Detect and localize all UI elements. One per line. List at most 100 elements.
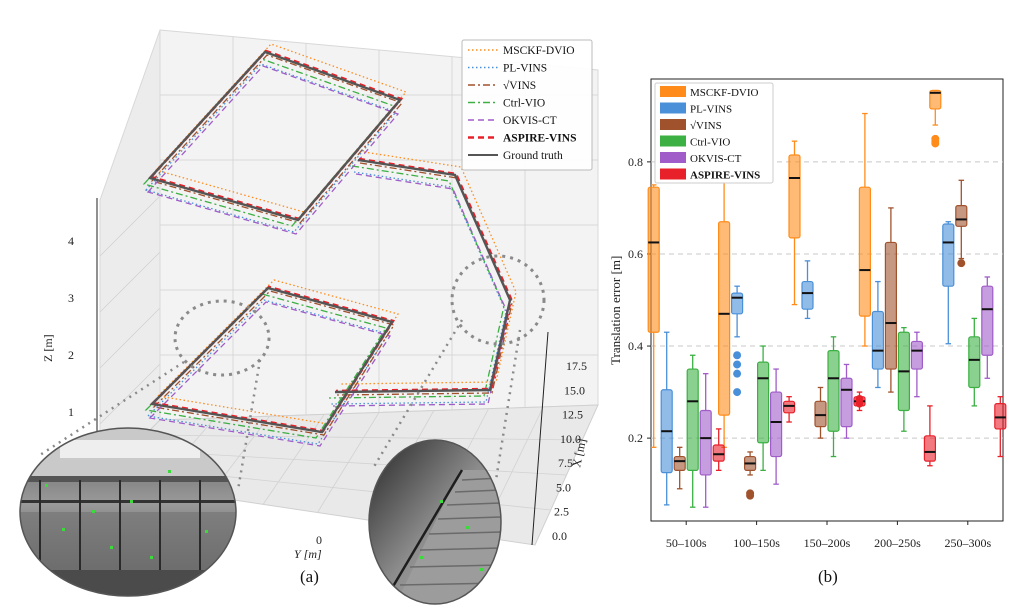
svg-text:Ctrl-VIO: Ctrl-VIO <box>690 137 730 149</box>
box-vins-0 <box>673 446 686 490</box>
svg-text:OKVIS-CT: OKVIS-CT <box>503 115 557 127</box>
y-axis-label: Y [m] <box>294 547 322 561</box>
grid-lines <box>99 36 598 538</box>
y-axis-tick-0: 0 <box>316 533 322 547</box>
callout-line-left-2 <box>236 359 262 491</box>
box-pl-vins-2 <box>801 260 814 320</box>
box-pl-vins-1 <box>730 285 744 397</box>
x-axis-line <box>531 331 549 546</box>
box-msckf-dvio-0 <box>647 184 660 448</box>
caption-a: (a) <box>300 567 319 586</box>
svg-text:PL-VINS: PL-VINS <box>503 63 547 75</box>
highlight-circle-right <box>450 254 546 346</box>
z-axis-label: Z [m] <box>41 334 55 362</box>
box-ctrl-vio-2 <box>827 336 840 458</box>
x-tick-15-0: 15.0 <box>564 383 585 397</box>
box-okvis-ct-4 <box>981 276 994 379</box>
box-vins-1 <box>743 451 757 500</box>
x-tick-50-100s: 50–100s <box>666 536 707 550</box>
x-tick-250-300s: 250–300s <box>944 536 991 550</box>
box-pl-vins-4 <box>942 221 955 345</box>
svg-text:PL-VINS: PL-VINS <box>690 104 732 116</box>
callout-line-left-1 <box>39 360 185 457</box>
trajectory-ground-truth <box>147 50 512 434</box>
svg-text:MSCKF-DVIO: MSCKF-DVIO <box>690 87 759 99</box>
box-ctrl-vio-1 <box>756 345 770 472</box>
box-okvis-ct-3 <box>910 331 924 398</box>
boxplot-x-ticks: 50–100s 100–150s 150–200s 200–250s 250–300s <box>666 521 991 550</box>
x-tick-2-5: 2.5 <box>554 505 569 519</box>
trajectory-vins <box>150 54 513 436</box>
box-vins-4 <box>955 179 968 268</box>
x-tick-5-0: 5.0 <box>556 480 571 494</box>
x-axis-label: X [m] <box>569 437 589 468</box>
box-aspire-vins-2 <box>853 391 866 412</box>
trajectory-msckf-dvio <box>154 43 517 425</box>
z-axis-ticks: 1 2 3 4 <box>68 234 74 419</box>
box-legend-entry-msckf-dvio: MSCKF-DVIO <box>660 86 759 99</box>
svg-text:√VINS: √VINS <box>690 120 722 132</box>
box-legend-entry-ctrl-vio: Ctrl-VIO <box>660 135 730 149</box>
z-tick-4: 4 <box>68 234 74 248</box>
svg-text:MSCKF-DVIO: MSCKF-DVIO <box>503 45 575 57</box>
callout-line-right-2 <box>494 329 522 481</box>
box-pl-vins-0 <box>660 331 673 506</box>
x-tick-17-5: 17.5 <box>566 359 587 373</box>
z-tick-1: 1 <box>68 405 74 419</box>
x-tick-200-250s: 200–250s <box>874 536 921 550</box>
box-okvis-ct-2 <box>840 363 853 439</box>
boxplot-y-label: Translation error [m] <box>608 256 623 365</box>
legend-entry-pl-vins: PL-VINS <box>468 63 547 75</box>
box-msckf-dvio-2 <box>788 140 801 306</box>
box-ctrl-vio-4 <box>968 317 981 407</box>
box-aspire-vins-1 <box>782 396 796 423</box>
box-legend-entry-aspire-vins: ASPIRE-VINS <box>660 168 760 182</box>
box-legend-entry-pl-vins: PL-VINS <box>660 102 732 116</box>
callout-line-right-1 <box>370 319 464 471</box>
box-msckf-dvio-3 <box>858 112 872 347</box>
boxplot-panel: 0.2 0.4 0.6 0.8 50–100s 100–150s 150–200s 200–… <box>608 78 1007 586</box>
svg-text:ASPIRE-VINS: ASPIRE-VINS <box>503 133 577 145</box>
z-tick-2: 2 <box>68 348 74 362</box>
svg-text:OKVIS-CT: OKVIS-CT <box>690 153 742 165</box>
x-tick-10-0: 10.0 <box>560 432 581 446</box>
x-tick-150-200s: 150–200s <box>804 536 851 550</box>
inset-image-hallway <box>19 427 237 597</box>
trajectories <box>142 43 517 447</box>
y-tick-0-2: 0.2 <box>628 431 643 445</box>
boxplot-y-ticks: 0.2 0.4 0.6 0.8 <box>628 155 651 445</box>
boxplot-boxes <box>647 89 1007 508</box>
legend-entry-vins: √VINS <box>468 79 536 92</box>
legend-entry-ctrl-vio: Ctrl-VIO <box>468 98 545 110</box>
z-tick-3: 3 <box>68 291 74 305</box>
x-tick-12-5: 12.5 <box>562 408 583 422</box>
box-vins-2 <box>814 386 827 439</box>
box-vins-3 <box>884 207 898 393</box>
box-ctrl-vio-0 <box>686 354 699 508</box>
svg-text:ASPIRE-VINS: ASPIRE-VINS <box>690 170 760 182</box>
legend-entry-ground-truth: Ground truth <box>468 150 563 162</box>
boxplot-legend: MSCKF-DVIO PL-VINS √VINS Ctrl-VIO OKVIS-CT AS… <box>654 82 774 184</box>
x-tick-0-0: 0.0 <box>552 529 567 543</box>
legend-entry-aspire-vins: ASPIRE-VINS <box>468 133 577 145</box>
svg-text:√VINS: √VINS <box>503 79 536 92</box>
y-tick-0-4: 0.4 <box>628 339 643 353</box>
box-ctrl-vio-3 <box>897 326 911 432</box>
box-aspire-vins-4 <box>994 396 1007 458</box>
y-tick-0-6: 0.6 <box>628 247 643 261</box>
box-msckf-dvio-4 <box>929 89 942 148</box>
box-aspire-vins-0 <box>712 428 725 472</box>
trajectory-legend: MSCKF-DVIO PL-VINS √VINS Ctrl-VIO OKVIS-CT AS… <box>461 39 593 171</box>
x-tick-7-5: 7.5 <box>558 456 573 470</box>
box-okvis-ct-0 <box>699 373 712 508</box>
box-okvis-ct-1 <box>769 368 783 485</box>
box-legend-entry-okvis-ct: OKVIS-CT <box>660 152 742 165</box>
highlight-circle-left <box>173 299 271 377</box>
box-legend-entry-vins: √VINS <box>660 119 722 132</box>
caption-b: (b) <box>818 567 838 586</box>
y-tick-0-8: 0.8 <box>628 155 643 169</box>
x-axis-ticks: 0.0 2.5 5.0 7.5 10.0 12.5 15.0 17.5 <box>552 359 587 543</box>
